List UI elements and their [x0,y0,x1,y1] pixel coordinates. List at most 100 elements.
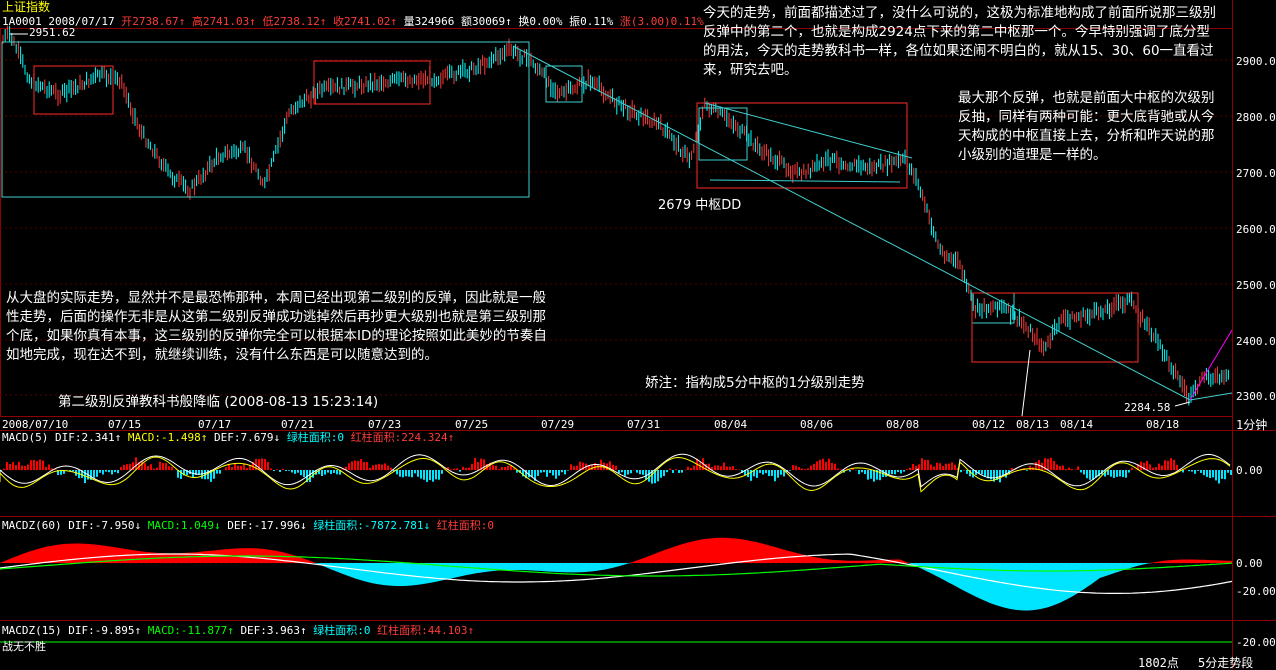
macd1-bar [804,469,806,470]
macd1-bar [933,466,935,470]
macd1-bar [732,466,734,470]
macd1-bar [1080,470,1082,472]
macd1-bar [762,470,764,475]
macd1-bar [1068,468,1070,470]
macd1-bar [1191,470,1193,472]
macd1-bar [270,469,272,470]
macd1-bar [420,470,422,479]
price-axis-label: 2500.00 [1236,279,1276,292]
macd1-bar [303,470,305,477]
macd1-bar [9,464,11,470]
macd1-bar [1077,466,1079,470]
macd1-bar [615,466,617,470]
macd1-bar [1011,468,1013,470]
macd1-bar [567,470,569,471]
macd1-bar [1149,464,1151,470]
macd1-bar [888,470,890,474]
macd1-bar [597,465,599,470]
macd1-bar [396,470,398,474]
macd1-bar [117,470,119,473]
note-top-right: 今天的走势，前面都描述过了，没什么可说的，这极为标准地构成了前面所说那三级别反弹… [703,4,1221,80]
macd1-bar [576,466,578,470]
date-axis-label: 08/13 [1016,418,1049,431]
macd1-bar [726,467,728,470]
macd1-bar [807,468,809,470]
macd1-bar [33,460,35,470]
macd1-bar [768,470,770,476]
macd1-bar [954,465,956,470]
macd1-bar [120,467,122,470]
macd1-bar [1170,458,1172,470]
macd1-bar [720,466,722,470]
macd1-bar [867,470,869,480]
macd1-bar [1155,467,1157,470]
macd1-bar [852,469,854,470]
macd1-bar [219,470,221,474]
macd1-bar [678,470,680,473]
period-selector[interactable]: 1分钟 [1236,418,1267,432]
turnover: 换0.00% [518,15,562,28]
macd1-bar [729,467,731,470]
macd1-bar [564,470,566,474]
macd1-bar [474,458,476,470]
price-axis-label: 2700.00 [1236,167,1276,180]
macd1-bar [612,465,614,470]
macd1-bar [18,462,20,470]
macd1-bar [1218,470,1220,483]
macd1-bar [333,470,335,473]
open-price: 开2738.67↑ [121,15,185,28]
macd1-bar [849,470,851,472]
macd1-bar [273,470,275,471]
macd1-bar [546,470,548,477]
note-right-mid: 最大那个反弹，也就是前面大中枢的次级别反抽，同样有两种可能：更大底背驰或从今天构… [958,89,1220,165]
macd1-bar [264,459,266,470]
macd1-bar [624,470,626,476]
macd1-bar [825,462,827,470]
date-axis-label: 07/25 [455,418,488,431]
macd1-bar [1113,470,1115,478]
macd1-bar [390,468,392,470]
macd1-bar [462,467,464,470]
low-price: 低2738.12↑ [262,15,326,28]
macd1-bar [930,464,932,470]
macd1-bar [1062,466,1064,470]
macd1-bar [813,464,815,470]
macd1-bar [897,470,899,472]
macd1-bar [531,470,533,477]
macd1-bar [330,470,332,474]
macd1-bar [42,460,44,470]
macd1-bar [717,465,719,470]
macd1-bar [387,465,389,470]
macd1-bar [246,468,248,470]
macd1-bar [1056,464,1058,470]
macd1-bar [150,464,152,470]
macd1-bar [3,469,5,470]
macd1-bar [1125,470,1127,478]
high-mark: 2951.62 [29,26,75,39]
macd1-bar [1119,470,1121,476]
macd1-bar [297,470,299,473]
macd1-bar [351,461,353,470]
macd1-bar [231,467,233,470]
date-axis-label: 08/18 [1146,418,1179,431]
macd1-bar [1050,458,1052,470]
macd1-bar [780,470,782,475]
macd1-bar [102,470,104,474]
macd1-bar [537,470,539,476]
macd1-bar [327,470,329,473]
note-small: 娇注：指构成5分中枢的1分级别走势 [645,371,865,391]
macd1-bar [822,459,824,470]
macd1-bar [507,466,509,470]
price-axis-label: 2300.00 [1236,390,1276,403]
footer-mode[interactable]: 5分走势段 [1198,656,1253,670]
macd1-bar [504,467,506,470]
macd1-bar [378,464,380,470]
macd1-bar [144,463,146,470]
macd1-bar [24,466,26,470]
macd1-bar [6,462,8,470]
macd3-header: MACDZ(15) DIF:-9.895↑ MACD:-11.877↑ DEF:… [2,624,474,637]
macd1-bar [936,463,938,470]
macd1-bar [834,464,836,470]
macd2-axis-neg: -20.00 [1236,585,1276,598]
macd1-bar [759,470,761,473]
